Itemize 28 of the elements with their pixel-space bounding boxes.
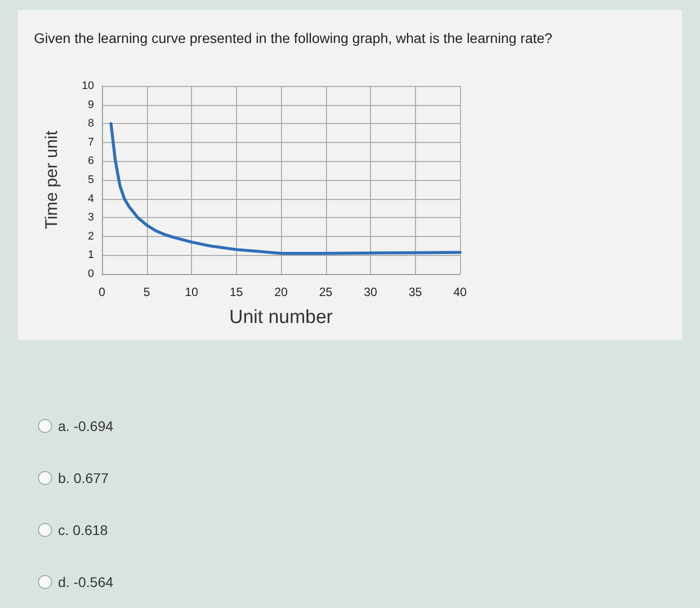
y-tick-label: 8 xyxy=(88,118,94,130)
y-tick-label: 2 xyxy=(88,230,94,242)
x-tick-label: 10 xyxy=(184,285,198,299)
text: c. 0.618 xyxy=(58,522,108,538)
x-tick-label: 40 xyxy=(453,285,467,299)
text: a. -0.694 xyxy=(58,418,114,434)
y-tick-label: 0 xyxy=(88,268,94,280)
y-tick-label: 6 xyxy=(88,155,94,168)
y-tick-label: 1 xyxy=(88,249,94,262)
x-tick-label: 30 xyxy=(364,285,378,299)
y-tick-label: 10 xyxy=(82,80,94,92)
y-tick-label: 4 xyxy=(88,192,94,205)
text: b. 0.677 xyxy=(58,470,109,486)
x-axis-title: Unit number xyxy=(229,307,334,328)
x-tick-label: 35 xyxy=(408,285,422,299)
x-tick-label: 25 xyxy=(319,285,333,299)
x-tick-label: 0 xyxy=(98,285,106,299)
x-tick-label: 20 xyxy=(274,285,288,299)
y-tick-label: 7 xyxy=(88,136,94,148)
x-tick-label: 15 xyxy=(230,285,244,299)
x-tick-label: 5 xyxy=(143,285,150,299)
text: d. -0.564 xyxy=(58,574,114,590)
y-tick-label: 9 xyxy=(88,98,94,111)
chart-title: Given the learning curve presented in the following graph, what is the learning rate? xyxy=(34,30,552,46)
y-tick-label: 5 xyxy=(88,174,94,186)
line-series xyxy=(109,122,462,255)
y-tick-label: 3 xyxy=(88,212,94,224)
y-axis-title: Time per unit xyxy=(42,130,61,230)
